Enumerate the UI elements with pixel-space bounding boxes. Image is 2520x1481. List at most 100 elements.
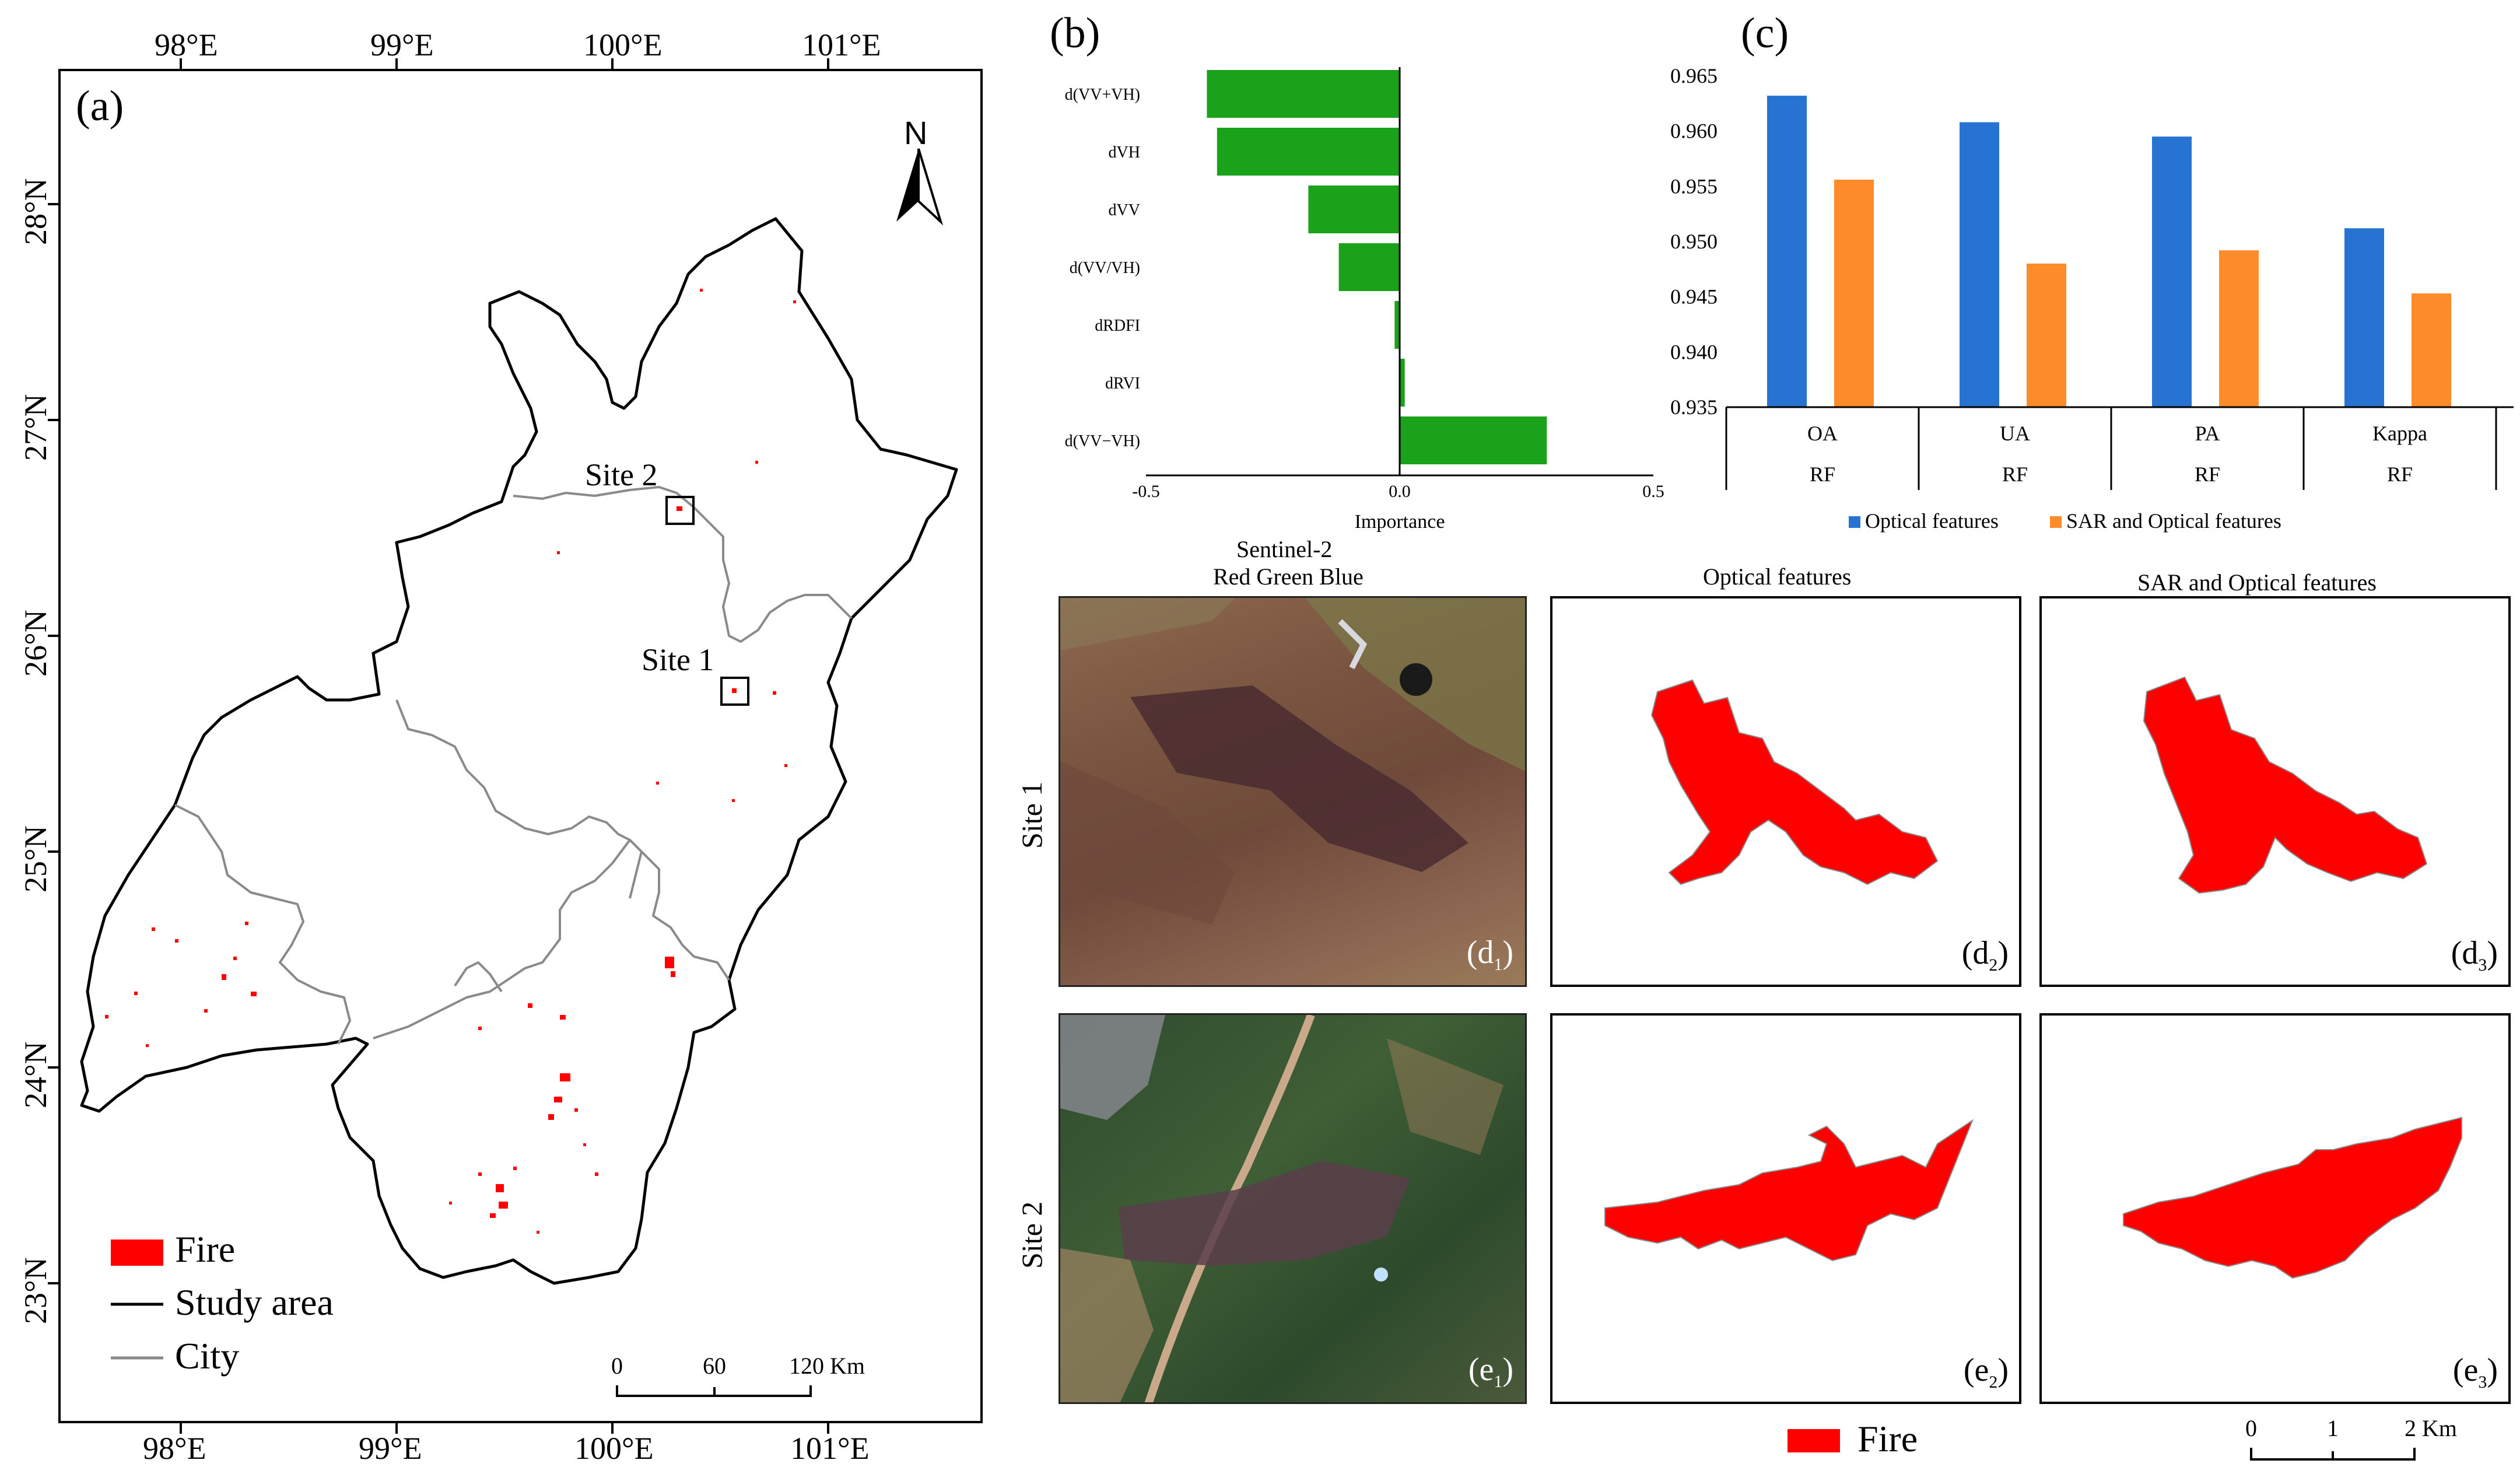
chart-b-bar-5 — [1400, 359, 1405, 407]
chart-b-tick-pos: 0.5 — [1642, 482, 1664, 501]
panel-a-map: 98°E 99°E 100°E 101°E 98°E 99°E 100°E 10… — [0, 0, 991, 1481]
legend-study-label: Study area — [175, 1282, 334, 1323]
chart-c-ytick-3: 0.950 — [1670, 230, 1718, 253]
study-area-outline — [80, 217, 958, 1285]
chart-c-group-dividers — [1725, 407, 2497, 490]
de-scale-2: 2 Km — [2405, 1415, 2457, 1441]
tag-d2: (d2) — [1961, 934, 2009, 975]
lon-top-101: 101°E — [802, 27, 881, 62]
chart-c-ytick-2: 0.955 — [1670, 174, 1718, 198]
tag-e3: (e3) — [2452, 1352, 2498, 1392]
chart-c-bar-1-0 — [1960, 122, 1999, 407]
row-site-2-label: Site 2 — [1015, 1201, 1048, 1269]
chart-c-category-1: UA — [2000, 422, 2030, 445]
chart-b-tick-neg: -0.5 — [1132, 482, 1160, 501]
chart-b-bar-4 — [1394, 301, 1400, 349]
chart-c-bar-0-1 — [1834, 179, 1874, 407]
chart-b-bar-6 — [1400, 416, 1547, 464]
chart-c-sublabel-1: RF — [2002, 463, 2028, 486]
image-d1-sentinel2: (d1) — [1059, 596, 1527, 987]
lon-top-99: 99°E — [370, 27, 434, 62]
col1-title-2: Red Green Blue — [1213, 563, 1364, 590]
chart-c-sublabel-0: RF — [1810, 463, 1835, 486]
tag-e1: (e1) — [1468, 1351, 1513, 1391]
chart-b-xlabel: Importance — [1355, 511, 1445, 533]
legend-city-label: City — [175, 1335, 240, 1377]
lon-top-100: 100°E — [583, 27, 663, 62]
panel-c-label: (c) — [1741, 9, 1789, 57]
chart-c-bar-3-1 — [2412, 293, 2451, 407]
panel-b-label: (b) — [1050, 9, 1100, 57]
legend-fire-swatch — [111, 1240, 163, 1266]
map-svg — [48, 58, 958, 1434]
tag-e2: (e2) — [1963, 1352, 2009, 1392]
chart-b-category-2: dVV — [1109, 201, 1140, 219]
chart-c-ytick-5: 0.940 — [1670, 340, 1718, 363]
chart-b-bar-1 — [1217, 128, 1400, 176]
chart-b-category-6: d(VV−VH) — [1065, 432, 1140, 450]
chart-b-category-5: dRVI — [1105, 374, 1140, 393]
legend-sar-optical-swatch — [2050, 516, 2062, 528]
chart-b-category-4: dRDFI — [1095, 317, 1140, 335]
lon-bottom-99: 99°E — [359, 1431, 422, 1466]
col3-title: SAR and Optical features — [2137, 569, 2377, 596]
col1-title-1: Sentinel-2 — [1236, 536, 1333, 562]
site-2-box — [665, 496, 695, 525]
site-1-box — [720, 677, 749, 706]
chart-c-bar-2-1 — [2219, 250, 2259, 407]
north-arrow-icon — [896, 148, 944, 226]
chart-c-ytick-0: 0.965 — [1670, 64, 1718, 87]
fire-patch-e2 — [1604, 1119, 1974, 1262]
panel-a-label: (a) — [76, 82, 124, 130]
de-scale-1: 1 — [2327, 1415, 2339, 1441]
chart-b-bar-3 — [1338, 243, 1400, 291]
tag-d1: (d1) — [1466, 934, 1513, 974]
site-1-label: Site 1 — [642, 642, 714, 677]
col2-title: Optical features — [1703, 563, 1852, 590]
chart-b-category-3: d(VV/VH) — [1070, 259, 1140, 277]
chart-c-category-2: PA — [2195, 422, 2220, 445]
image-e2-optical-result: (e2) — [1550, 1013, 2021, 1404]
image-e3-sar-optical-result: (e3) — [2039, 1013, 2511, 1404]
chart-c-ytick-4: 0.945 — [1670, 285, 1718, 309]
scale-tick-120: 120 Km — [789, 1353, 865, 1379]
chart-c-sublabel-3: RF — [2387, 463, 2413, 486]
de-scale-bar — [2250, 1448, 2416, 1461]
legend-optical-swatch — [1849, 516, 1860, 528]
chart-c-ytick-6: 0.935 — [1670, 395, 1718, 419]
de-scale-0: 0 — [2245, 1415, 2257, 1441]
fire-patch-e3 — [2123, 1116, 2462, 1279]
image-d3-sar-optical-result: (d3) — [2039, 596, 2511, 987]
image-e1-sentinel2: (e1) — [1059, 1013, 1527, 1404]
chart-c-bar-2-0 — [2152, 136, 2192, 407]
chart-c-sublabel-2: RF — [2195, 463, 2220, 486]
legend-sar-optical-label: SAR and Optical features — [2066, 509, 2281, 533]
image-d2-optical-result: (d2) — [1550, 596, 2021, 987]
site-2-label: Site 2 — [585, 457, 658, 492]
chart-b-category-1: dVH — [1109, 143, 1140, 162]
chart-b-tick-zero: 0.0 — [1389, 482, 1411, 501]
legend-optical-label: Optical features — [1865, 509, 1999, 533]
legend-fire-label: Fire — [175, 1228, 236, 1270]
fire-patch-d2 — [1650, 679, 1939, 885]
chart-c-category-0: OA — [1807, 422, 1838, 445]
chart-c-accuracy: 0.965 0.960 0.955 0.950 0.945 0.940 0.935 OA RF… — [1670, 64, 2514, 533]
chart-b-bar-2 — [1308, 185, 1400, 233]
fire-points — [105, 289, 796, 1234]
chart-c-bar-0-0 — [1767, 96, 1807, 407]
fire-legend-swatch — [1788, 1429, 1840, 1452]
chart-c-bar-1-1 — [2027, 263, 2066, 407]
chart-b-category-0: d(VV+VH) — [1065, 86, 1140, 104]
chart-c-bar-3-0 — [2344, 228, 2384, 407]
lon-bottom-100: 100°E — [574, 1431, 654, 1466]
scale-tick-60: 60 — [703, 1353, 726, 1379]
chart-c-ytick-1: 0.960 — [1670, 120, 1718, 143]
fire-legend-label: Fire — [1857, 1418, 1918, 1459]
chart-c-category-3: Kappa — [2372, 422, 2427, 445]
scale-tick-0: 0 — [611, 1353, 623, 1379]
fire-patch-d3 — [2143, 676, 2428, 894]
tag-d3: (d3) — [2451, 934, 2498, 975]
map-ticks — [48, 58, 829, 1434]
lon-bottom-101: 101°E — [790, 1431, 870, 1466]
row-site-1-label: Site 1 — [1015, 781, 1048, 849]
